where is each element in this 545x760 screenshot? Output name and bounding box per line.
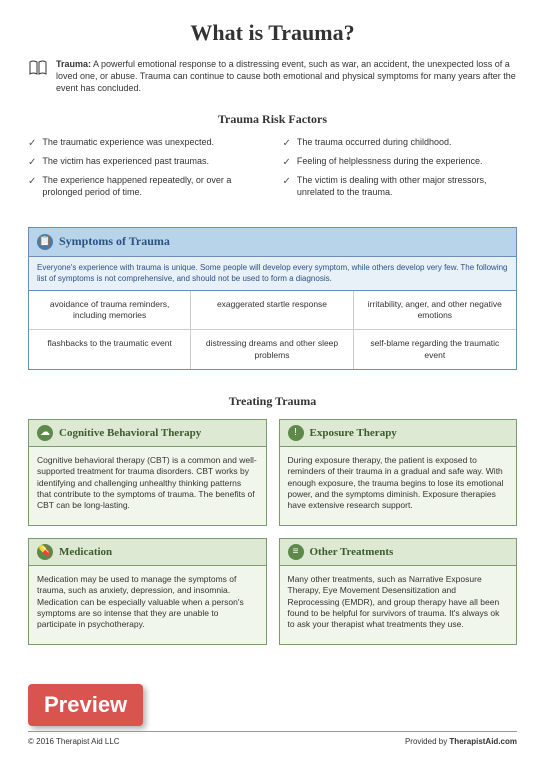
check-icon: ✓ [283, 156, 291, 169]
footer-divider [28, 731, 517, 732]
check-icon: ✓ [28, 156, 36, 169]
alert-icon: ! [288, 425, 304, 441]
symptoms-grid: avoidance of trauma reminders, including… [29, 291, 516, 368]
definition-row: Trauma: A powerful emotional response to… [28, 58, 517, 94]
risk-text: The victim has experienced past traumas. [42, 156, 209, 169]
risk-item: ✓ The victim is dealing with other major … [283, 175, 518, 198]
provided-by: Provided by TherapistAid.com [405, 737, 517, 746]
treatment-title: Exposure Therapy [310, 427, 397, 439]
treatment-title: Other Treatments [310, 546, 394, 558]
definition-text: Trauma: A powerful emotional response to… [56, 58, 517, 94]
book-icon [28, 60, 48, 94]
symptoms-box: 📋 Symptoms of Trauma Everyone's experien… [28, 227, 517, 370]
symptom-cell: distressing dreams and other sleep probl… [191, 330, 353, 368]
symptom-cell: irritability, anger, and other negative … [354, 291, 516, 330]
pill-icon: 💊 [37, 544, 53, 560]
treatment-header: ! Exposure Therapy [280, 420, 517, 447]
check-icon: ✓ [283, 175, 291, 198]
risk-heading: Trauma Risk Factors [28, 112, 517, 127]
treatment-body: Cognitive behavioral therapy (CBT) is a … [29, 447, 266, 525]
treatment-box: ≡ Other Treatments Many other treatments… [279, 538, 518, 645]
risk-item: ✓ Feeling of helplessness during the expe… [283, 156, 518, 169]
page-title: What is Trauma? [28, 20, 517, 46]
symptom-cell: flashbacks to the traumatic event [29, 330, 191, 368]
footer: © 2016 Therapist Aid LLC Provided by The… [28, 737, 517, 746]
definition-body: A powerful emotional response to a distr… [56, 59, 516, 93]
clipboard-icon: 📋 [37, 234, 53, 250]
copyright: © 2016 Therapist Aid LLC [28, 737, 120, 746]
treatment-title: Medication [59, 546, 112, 558]
symptom-cell: self-blame regarding the traumatic event [354, 330, 516, 368]
brain-icon: ☁ [37, 425, 53, 441]
risk-text: Feeling of helplessness during the exper… [297, 156, 483, 169]
provided-prefix: Provided by [405, 737, 449, 746]
treating-heading: Treating Trauma [28, 394, 517, 409]
symptoms-title: Symptoms of Trauma [59, 234, 170, 249]
risk-text: The traumatic experience was unexpected. [42, 137, 214, 150]
definition-label: Trauma: [56, 59, 91, 69]
risk-col-left: ✓ The traumatic experience was unexpected… [28, 137, 263, 204]
risk-item: ✓ The experience happened repeatedly, or … [28, 175, 263, 198]
risk-text: The experience happened repeatedly, or o… [42, 175, 262, 198]
list-icon: ≡ [288, 544, 304, 560]
risk-text: The victim is dealing with other major s… [297, 175, 517, 198]
risk-item: ✓ The trauma occurred during childhood. [283, 137, 518, 150]
treatment-body: During exposure therapy, the patient is … [280, 447, 517, 525]
risk-text: The trauma occurred during childhood. [297, 137, 452, 150]
treatment-header: ☁ Cognitive Behavioral Therapy [29, 420, 266, 447]
check-icon: ✓ [28, 175, 36, 198]
risk-col-right: ✓ The trauma occurred during childhood. ✓… [283, 137, 518, 204]
treatment-header: 💊 Medication [29, 539, 266, 566]
check-icon: ✓ [283, 137, 291, 150]
symptom-cell: exaggerated startle response [191, 291, 353, 330]
preview-badge: Preview [28, 684, 143, 726]
treatment-box: 💊 Medication Medication may be used to m… [28, 538, 267, 645]
risk-item: ✓ The victim has experienced past traumas… [28, 156, 263, 169]
treatment-title: Cognitive Behavioral Therapy [59, 427, 201, 439]
risk-item: ✓ The traumatic experience was unexpected… [28, 137, 263, 150]
treatment-body: Many other treatments, such as Narrative… [280, 566, 517, 644]
treatment-body: Medication may be used to manage the sym… [29, 566, 266, 644]
risk-columns: ✓ The traumatic experience was unexpected… [28, 137, 517, 204]
symptoms-desc: Everyone's experience with trauma is uni… [29, 257, 516, 292]
treatment-header: ≡ Other Treatments [280, 539, 517, 566]
treatment-grid: ☁ Cognitive Behavioral Therapy Cognitive… [28, 419, 517, 645]
treatment-box: ☁ Cognitive Behavioral Therapy Cognitive… [28, 419, 267, 526]
symptoms-header: 📋 Symptoms of Trauma [29, 228, 516, 257]
provided-site: TherapistAid.com [449, 737, 517, 746]
check-icon: ✓ [28, 137, 36, 150]
symptom-cell: avoidance of trauma reminders, including… [29, 291, 191, 330]
treatment-box: ! Exposure Therapy During exposure thera… [279, 419, 518, 526]
